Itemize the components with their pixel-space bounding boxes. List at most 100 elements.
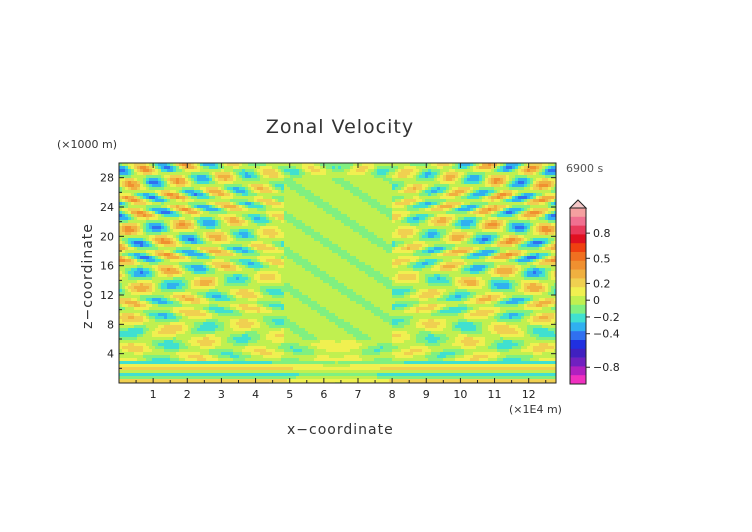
field-cell xyxy=(395,232,399,236)
field-cell xyxy=(530,241,534,245)
field-cell xyxy=(347,244,351,248)
field-cell xyxy=(533,196,537,200)
field-cell xyxy=(485,259,489,263)
field-cell xyxy=(299,250,303,254)
field-cell xyxy=(218,214,222,218)
field-cell xyxy=(212,196,216,200)
field-cell xyxy=(545,187,549,191)
field-cell xyxy=(479,223,483,227)
field-cell xyxy=(434,199,438,203)
field-cell xyxy=(137,265,141,269)
field-cell xyxy=(227,178,231,182)
field-cell xyxy=(158,241,162,245)
field-cell xyxy=(263,217,267,221)
field-cell xyxy=(494,208,498,212)
field-cell xyxy=(158,181,162,185)
field-cell xyxy=(128,259,132,263)
field-cell xyxy=(239,184,243,188)
field-cell xyxy=(140,229,144,233)
field-cell xyxy=(554,244,556,248)
field-cell xyxy=(335,190,339,194)
field-cell xyxy=(482,214,486,218)
field-cell xyxy=(218,193,222,197)
field-cell xyxy=(551,241,555,245)
field-cell xyxy=(182,259,186,263)
field-cell xyxy=(455,232,459,236)
field-cell xyxy=(437,259,441,263)
field-cell xyxy=(383,202,387,206)
field-cell xyxy=(287,169,291,173)
field-cell xyxy=(383,250,387,254)
field-cell xyxy=(359,217,363,221)
field-cell xyxy=(212,250,216,254)
field-cell xyxy=(308,244,312,248)
field-cell xyxy=(140,190,144,194)
field-cell xyxy=(179,208,183,212)
field-cell xyxy=(422,256,426,260)
field-cell xyxy=(257,235,261,239)
field-cell xyxy=(533,166,537,170)
field-cell xyxy=(512,166,516,170)
field-cell xyxy=(320,211,324,215)
field-cell xyxy=(461,193,465,197)
field-cell xyxy=(260,232,264,236)
field-cell xyxy=(413,253,417,257)
field-cell xyxy=(386,169,390,173)
field-cell xyxy=(473,235,477,239)
field-cell xyxy=(341,175,345,179)
field-cell xyxy=(125,250,129,254)
field-cell xyxy=(179,175,183,179)
field-cell xyxy=(410,166,414,170)
field-cell xyxy=(554,223,556,227)
field-cell xyxy=(509,178,513,182)
field-cell xyxy=(278,250,282,254)
field-cell xyxy=(152,208,156,212)
field-cell xyxy=(161,205,165,209)
field-cell xyxy=(194,211,198,215)
field-cell xyxy=(365,199,369,203)
field-cell xyxy=(398,205,402,209)
field-cell xyxy=(314,205,318,209)
field-cell xyxy=(332,247,336,251)
field-cell xyxy=(470,247,474,251)
field-cell xyxy=(236,247,240,251)
field-cell xyxy=(392,229,396,233)
field-cell xyxy=(119,250,123,254)
field-cell xyxy=(170,244,174,248)
field-cell xyxy=(554,259,556,263)
field-cell xyxy=(299,187,303,191)
field-cell xyxy=(395,184,399,188)
field-cell xyxy=(278,235,282,239)
field-cell xyxy=(470,253,474,257)
field-cell xyxy=(446,193,450,197)
field-cell xyxy=(362,223,366,227)
field-cell xyxy=(512,208,516,212)
field-cell xyxy=(212,181,216,185)
field-cell xyxy=(521,256,525,260)
field-cell xyxy=(149,238,153,242)
field-cell xyxy=(248,193,252,197)
field-cell xyxy=(263,184,267,188)
field-cell xyxy=(335,229,339,233)
field-cell xyxy=(311,181,315,185)
field-cell xyxy=(317,199,321,203)
field-cell xyxy=(326,178,330,182)
field-cell xyxy=(353,226,357,230)
field-cell xyxy=(179,163,183,167)
field-cell xyxy=(497,190,501,194)
field-cell xyxy=(488,211,492,215)
field-cell xyxy=(533,253,537,257)
field-cell xyxy=(353,208,357,212)
field-cell xyxy=(401,199,405,203)
field-cell xyxy=(386,244,390,248)
field-cell xyxy=(302,172,306,176)
field-cell xyxy=(473,181,477,185)
field-cell xyxy=(437,226,441,230)
field-cell xyxy=(287,214,291,218)
field-cell xyxy=(338,190,342,194)
field-cell xyxy=(470,229,474,233)
field-cell xyxy=(521,211,525,215)
field-cell xyxy=(455,223,459,227)
field-cell xyxy=(122,250,126,254)
field-cell xyxy=(227,253,231,257)
